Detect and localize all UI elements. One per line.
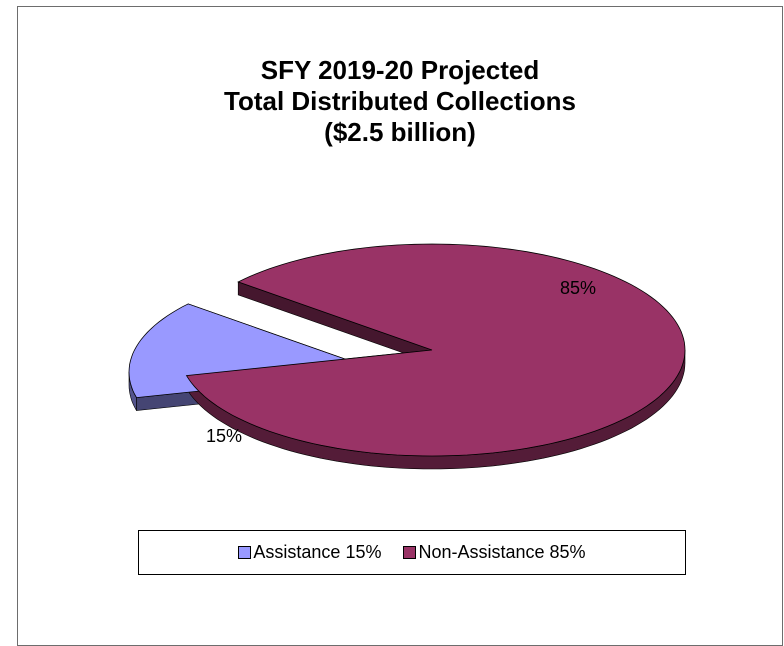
pie-chart: 15% 85% <box>128 243 686 470</box>
chart-title: SFY 2019-20 Projected Total Distributed … <box>17 55 783 148</box>
legend-swatch-assistance <box>238 546 252 559</box>
legend-item-assistance: Assistance 15% <box>238 542 381 563</box>
legend-item-non-assistance: Non-Assistance 85% <box>403 542 586 563</box>
slice-label-assistance: 15% <box>206 426 242 446</box>
legend: Assistance 15% Non-Assistance 85% <box>138 530 686 575</box>
chart-title-line-3: ($2.5 billion) <box>324 117 476 147</box>
legend-swatch-non-assistance <box>403 546 417 559</box>
legend-label-non-assistance: Non-Assistance 85% <box>418 542 586 562</box>
legend-label-assistance: Assistance 15% <box>253 542 382 562</box>
chart-title-line-1: SFY 2019-20 Projected <box>260 55 540 85</box>
slice-label-non-assistance: 85% <box>560 278 596 298</box>
chart-title-line-2: Total Distributed Collections <box>224 86 576 116</box>
pie-slice-non-assistance <box>185 243 686 457</box>
